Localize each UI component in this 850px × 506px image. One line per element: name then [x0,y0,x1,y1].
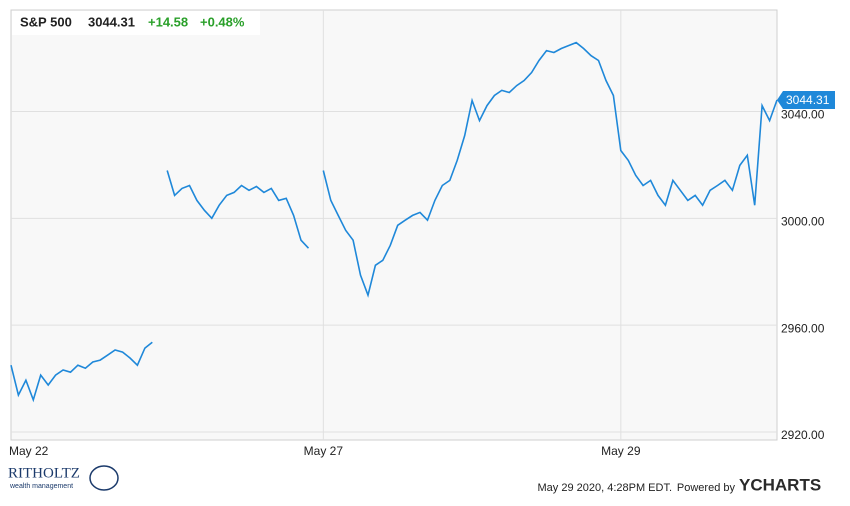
powered-by: Powered by [677,482,736,494]
last-value-label: 3044.31 [786,93,830,107]
x-tick-label: May 29 [601,444,641,458]
brand: YCHARTS [739,475,821,494]
ticker: S&P 500 [20,14,72,29]
plot-area [10,9,778,441]
last-value-tag [777,90,835,109]
price-line [10,41,778,403]
x-tick-label: May 27 [304,444,344,458]
header-box [12,11,260,35]
logo-mark [89,465,119,491]
x-tick-label: May 22 [9,444,49,458]
y-tick-label: 3000.00 [781,214,825,228]
y-tick-label: 3040.00 [781,108,825,122]
y-tick-label: 2920.00 [781,428,825,442]
logo-sub: wealth management [9,483,73,490]
y-tick-label: 2960.00 [781,321,825,335]
price: 3044.31 [88,14,135,29]
change-pct: +0.48% [200,14,245,29]
timestamp: May 29 2020, 4:28PM EDT. [537,482,672,494]
logo-name: RITHOLTZ [8,465,80,481]
change: +14.58 [148,14,188,29]
